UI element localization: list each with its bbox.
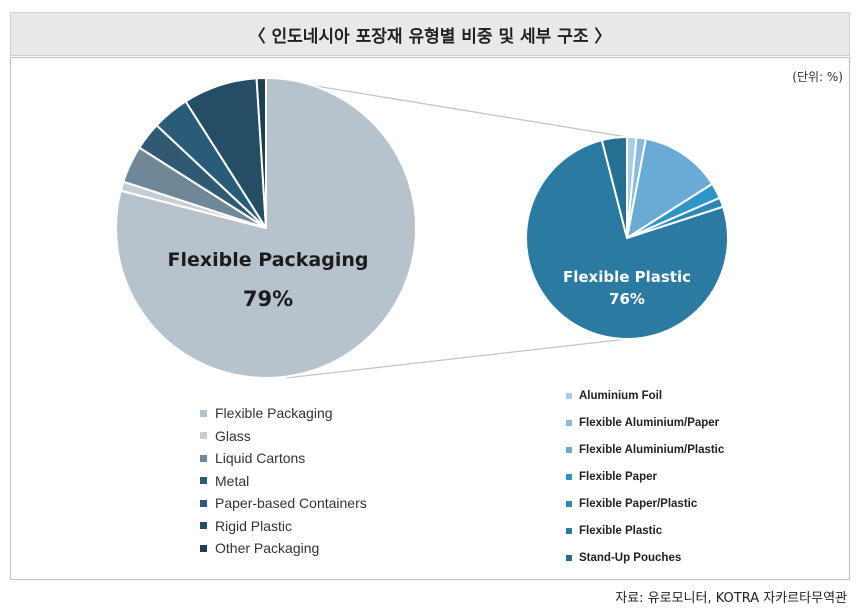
legend-swatch xyxy=(566,392,572,399)
chart-title: 〈 인도네시아 포장재 유형별 비중 및 세부 구조 〉 xyxy=(10,12,850,56)
legend-label: Liquid Cartons xyxy=(215,450,306,467)
right-pie-center-label: Flexible Plastic xyxy=(563,268,691,286)
legend-swatch xyxy=(200,522,207,530)
legend-label: Paper-based Containers xyxy=(215,495,367,512)
connector-lines xyxy=(266,77,628,379)
left-legend-item-paper-based-containers: Paper-based Containers xyxy=(200,492,367,515)
right-pie-slice-stand-up-pouches xyxy=(600,135,628,239)
right-legend-item-flexible-paper-plastic: Flexible Paper/Plastic xyxy=(566,490,724,517)
unit-label: (단위: %) xyxy=(792,70,843,84)
legend-label: Flexible Paper xyxy=(579,470,657,483)
legend-swatch xyxy=(200,454,207,462)
legend-swatch xyxy=(566,527,572,534)
left-legend-item-glass: Glass xyxy=(200,425,367,448)
legend-swatch xyxy=(200,544,207,552)
legend-swatch xyxy=(200,499,207,507)
left-pie-center-label: Flexible Packaging xyxy=(168,249,369,271)
legend-swatch xyxy=(566,473,572,480)
legend-label: Aluminium Foil xyxy=(579,389,663,402)
left-legend-item-other-packaging: Other Packaging xyxy=(200,537,367,560)
legend-label: Flexible Paper/Plastic xyxy=(579,497,698,510)
left-legend-item-rigid-plastic: Rigid Plastic xyxy=(200,515,367,538)
legend-swatch xyxy=(200,409,207,417)
right-legend-item-flexible-plastic: Flexible Plastic xyxy=(566,517,724,544)
connector-line-top xyxy=(266,77,628,138)
legend-swatch xyxy=(566,554,572,561)
legend-swatch xyxy=(566,419,572,426)
right-legend-item-flexible-aluminium-plastic: Flexible Aluminium/Plastic xyxy=(566,436,724,463)
legend-label: Flexible Packaging xyxy=(215,405,333,422)
legend-label: Stand-Up Pouches xyxy=(579,551,682,564)
right-legend-item-flexible-paper: Flexible Paper xyxy=(566,463,724,490)
legend-label: Metal xyxy=(215,472,250,489)
left-legend-item-metal: Metal xyxy=(200,470,367,493)
legend-swatch xyxy=(200,477,207,485)
legend-label: Flexible Plastic xyxy=(579,524,663,537)
flexible-packaging-legend: Aluminium Foil Flexible Aluminium/Paper Fl… xyxy=(566,382,724,571)
connector-line-bottom xyxy=(285,338,628,379)
left-legend-item-flexible-packaging: Flexible Packaging xyxy=(200,402,367,425)
legend-swatch xyxy=(200,432,207,440)
flexible-packaging-detail-pie xyxy=(525,135,729,340)
right-pie-slice-flexible-aluminium-plastic xyxy=(625,137,714,241)
packaging-type-legend: Flexible Packaging Glass Liquid Cartons Met… xyxy=(200,402,367,560)
legend-label: Flexible Aluminium/Plastic xyxy=(579,443,725,456)
source-note: 자료: 유로모니터, KOTRA 자카르타무역관 xyxy=(615,591,847,606)
right-legend-item-stand-up-pouches: Stand-Up Pouches xyxy=(566,544,724,571)
right-legend-item-aluminium-foil: Aluminium Foil xyxy=(566,382,724,409)
left-pie-center-value: 79% xyxy=(243,287,293,311)
left-pie-slice-other-packaging xyxy=(255,76,267,229)
right-legend-item-flexible-aluminium-paper: Flexible Aluminium/Paper xyxy=(566,409,724,436)
legend-label: Glass xyxy=(215,427,251,444)
legend-label: Other Packaging xyxy=(215,540,320,557)
packaging-type-pie xyxy=(115,76,417,379)
right-pie-center-value: 76% xyxy=(609,290,645,308)
left-legend-item-liquid-cartons: Liquid Cartons xyxy=(200,447,367,470)
legend-swatch xyxy=(566,446,572,453)
right-pie-slice-flexible-plastic xyxy=(525,138,729,340)
legend-label: Rigid Plastic xyxy=(215,517,293,534)
legend-label: Flexible Aluminium/Paper xyxy=(579,416,720,429)
legend-swatch xyxy=(566,500,572,507)
